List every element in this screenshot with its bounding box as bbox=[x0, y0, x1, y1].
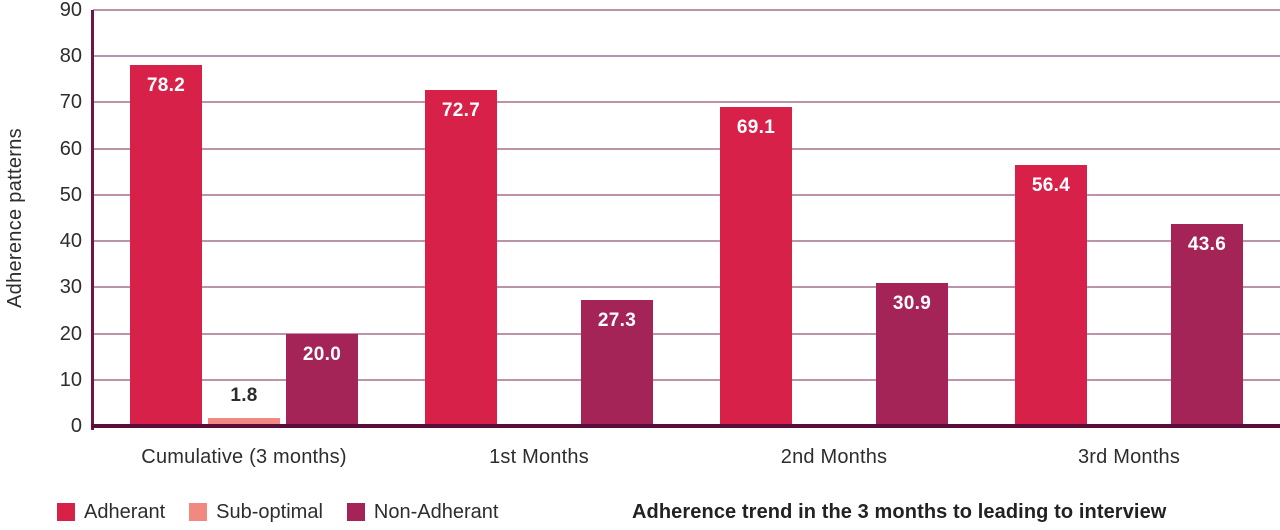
y-tick-label: 30 bbox=[59, 276, 82, 299]
gridline bbox=[93, 55, 1280, 58]
gridline bbox=[93, 332, 1280, 335]
y-tick-label: 20 bbox=[59, 322, 82, 345]
gridline bbox=[93, 378, 1280, 381]
bar-adherant bbox=[1015, 165, 1087, 426]
gridline bbox=[93, 193, 1280, 196]
gridline bbox=[93, 286, 1280, 289]
bar-value-label: 56.4 bbox=[1031, 175, 1071, 197]
y-tick-label: 60 bbox=[59, 137, 82, 160]
bar-value-label: 72.7 bbox=[441, 99, 481, 121]
legend-swatch-icon bbox=[189, 503, 208, 521]
legend-item-sub-optimal: Sub-optimal bbox=[189, 501, 323, 523]
bar-non-adherant bbox=[286, 333, 358, 426]
y-tick-label: 80 bbox=[59, 45, 82, 68]
y-axis-line bbox=[91, 10, 94, 430]
legend-item-non-adherant: Non-Adherant bbox=[346, 501, 499, 523]
legend-label: Sub-optimal bbox=[216, 501, 323, 523]
bar-value-label: 69.1 bbox=[736, 116, 776, 138]
y-tick-label: 90 bbox=[59, 0, 82, 21]
legend-swatch-icon bbox=[57, 503, 75, 521]
bar-non-adherant bbox=[1171, 224, 1243, 426]
bar-non-adherant bbox=[581, 299, 653, 426]
x-category-label: 1st Months bbox=[489, 446, 589, 468]
bar-adherant bbox=[130, 64, 202, 426]
bar-sub-optimal bbox=[208, 417, 280, 426]
gridline bbox=[93, 101, 1280, 104]
bar-adherant bbox=[425, 89, 497, 426]
y-tick-label: 0 bbox=[70, 415, 82, 437]
gridline bbox=[93, 9, 1280, 11]
bar-value-label: 30.9 bbox=[892, 293, 932, 315]
x-category-label: Cumulative (3 months) bbox=[141, 446, 347, 468]
gridline bbox=[93, 147, 1280, 150]
bar-value-label: 78.2 bbox=[146, 74, 186, 96]
legend-label: Adherant bbox=[84, 501, 166, 523]
bar-value-label: 1.8 bbox=[230, 384, 258, 406]
legend-label: Non-Adherant bbox=[373, 501, 499, 523]
bar-value-label: 43.6 bbox=[1187, 234, 1227, 256]
bar-non-adherant bbox=[876, 283, 948, 426]
legend-item-adherant: Adherant bbox=[57, 501, 165, 523]
x-axis-line bbox=[91, 424, 1280, 428]
x-category-label: 3rd Months bbox=[1077, 446, 1181, 468]
bar-value-label: 20.0 bbox=[302, 343, 342, 365]
bar-adherant bbox=[720, 106, 792, 426]
legend: Adherant Sub-optimal Non-Adherant bbox=[57, 501, 498, 523]
chart-caption: Adherence trend in the 3 months to leadi… bbox=[632, 501, 1167, 523]
y-tick-label: 50 bbox=[59, 183, 82, 206]
y-tick-label: 40 bbox=[59, 230, 82, 253]
legend-swatch-icon bbox=[346, 503, 365, 521]
bar-value-label: 27.3 bbox=[597, 309, 637, 331]
x-category-label: 2nd Months bbox=[780, 446, 888, 468]
y-tick-label: 70 bbox=[59, 91, 82, 114]
y-tick-label: 10 bbox=[59, 368, 82, 391]
gridline bbox=[93, 240, 1280, 243]
